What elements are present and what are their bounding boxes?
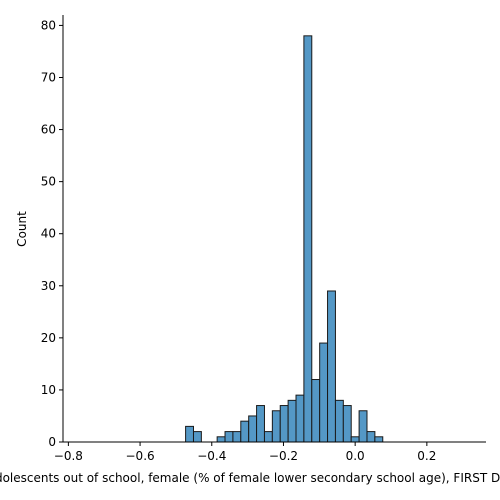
x-tick-label: 0.0 xyxy=(346,449,365,463)
y-axis: 0 10 20 30 40 50 60 70 80 xyxy=(41,15,64,449)
histogram-bar xyxy=(350,436,360,443)
y-tick-label: 20 xyxy=(41,331,56,345)
histogram-bar xyxy=(240,420,250,443)
histogram-bar xyxy=(271,410,281,443)
histogram-bar xyxy=(256,405,265,443)
histogram-bar xyxy=(185,425,194,443)
y-tick-label: 0 xyxy=(48,435,56,449)
y-tick-label: 30 xyxy=(41,279,56,293)
y-tick-label: 80 xyxy=(41,18,56,32)
histogram-bar xyxy=(327,290,336,443)
histogram-bar xyxy=(319,342,329,443)
y-tick-label: 70 xyxy=(41,70,56,84)
x-axis-label: Adolescents out of school, female (% of … xyxy=(0,471,500,485)
histogram-bar xyxy=(224,431,234,443)
x-tick-label: −0.6 xyxy=(126,449,155,463)
histogram-bar xyxy=(192,431,202,443)
histogram-bar xyxy=(358,410,368,443)
y-tick-label: 10 xyxy=(41,383,56,397)
histogram-bar xyxy=(334,399,344,443)
histogram-bar xyxy=(232,431,242,443)
x-axis: −0.8 −0.6 −0.4 −0.2 0.0 0.2 xyxy=(54,441,486,463)
y-tick-label: 40 xyxy=(41,227,56,241)
x-tick-label: −0.8 xyxy=(54,449,83,463)
y-tick-label: 60 xyxy=(41,123,56,137)
histogram-bar xyxy=(216,436,226,443)
histogram-bar xyxy=(366,431,376,443)
y-tick-label: 50 xyxy=(41,175,56,189)
x-tick-label: −0.4 xyxy=(197,449,226,463)
histogram-bar xyxy=(303,35,313,443)
histogram-bar xyxy=(342,405,352,443)
x-tick-label: 0.2 xyxy=(417,449,436,463)
x-tick-label: −0.2 xyxy=(269,449,298,463)
histogram-bar xyxy=(263,431,273,443)
histogram-bar xyxy=(311,379,321,443)
histogram-bar xyxy=(295,394,305,443)
histogram-bar xyxy=(248,415,258,443)
histogram-bar xyxy=(374,436,384,443)
histogram-bar xyxy=(287,399,297,443)
y-axis-label: Count xyxy=(15,211,29,247)
histogram-bar xyxy=(279,405,289,443)
bars-group xyxy=(185,35,384,443)
